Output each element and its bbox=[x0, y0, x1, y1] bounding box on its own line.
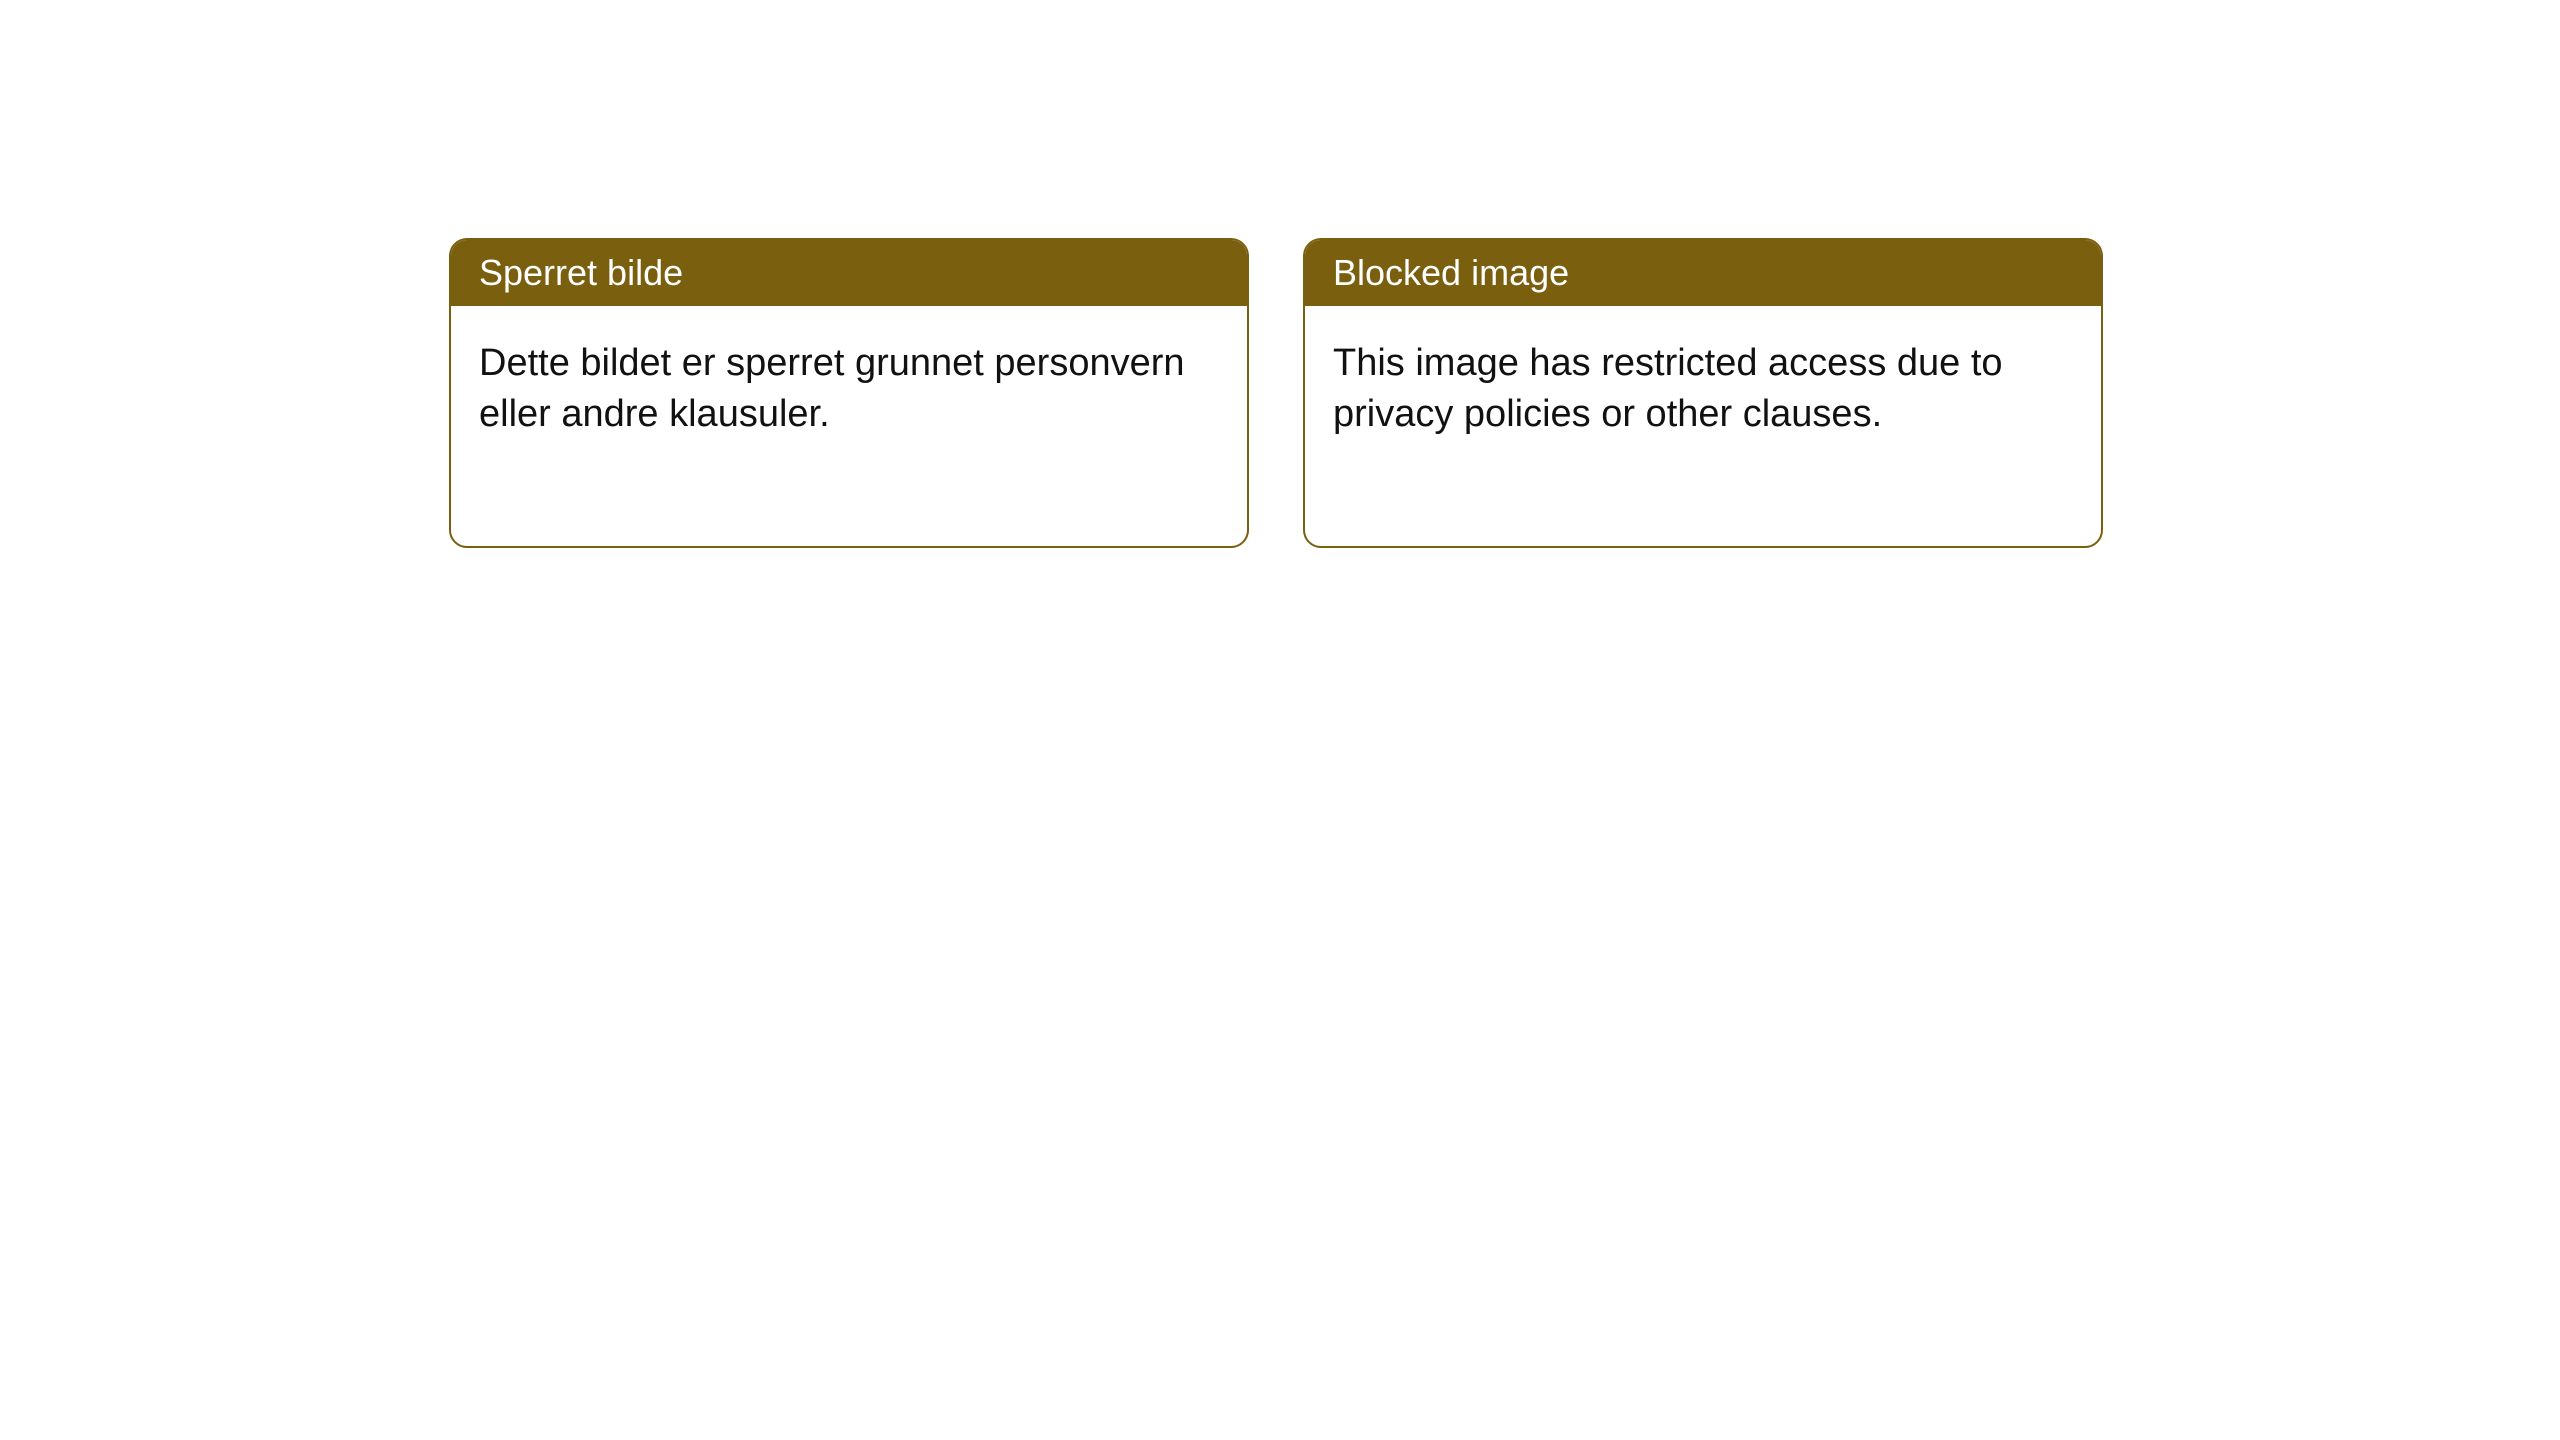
notice-message: Dette bildet er sperret grunnet personve… bbox=[479, 342, 1185, 435]
notice-card-english: Blocked image This image has restricted … bbox=[1303, 238, 2103, 548]
notice-card-norwegian: Sperret bilde Dette bildet er sperret gr… bbox=[449, 238, 1249, 548]
notice-message: This image has restricted access due to … bbox=[1333, 342, 2003, 435]
notice-header: Sperret bilde bbox=[451, 240, 1247, 306]
notice-body: Dette bildet er sperret grunnet personve… bbox=[451, 306, 1247, 546]
notice-body: This image has restricted access due to … bbox=[1305, 306, 2101, 546]
notice-title: Blocked image bbox=[1333, 252, 1569, 293]
notice-title: Sperret bilde bbox=[479, 252, 683, 293]
notice-container: Sperret bilde Dette bildet er sperret gr… bbox=[449, 238, 2103, 548]
notice-header: Blocked image bbox=[1305, 240, 2101, 306]
